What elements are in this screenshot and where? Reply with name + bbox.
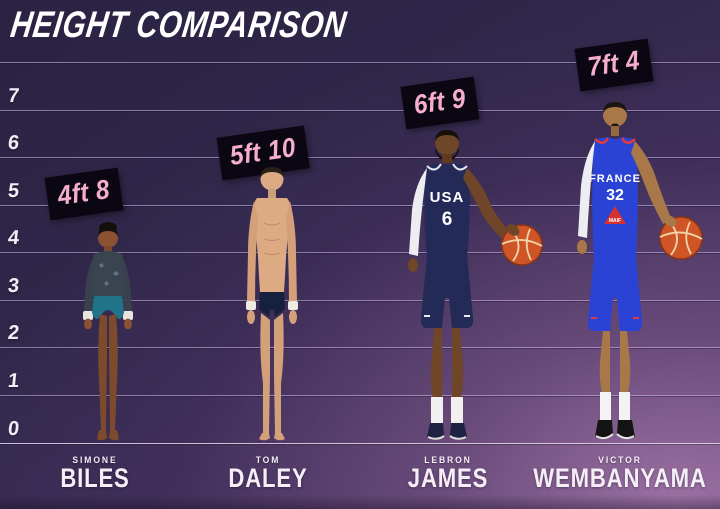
athlete-last-name: DALEY [228, 463, 308, 493]
arm-sleeve [578, 141, 595, 238]
maif-logo [604, 206, 626, 224]
athlete-figure-lebron-james: USA 6 [408, 130, 543, 440]
gridline-2ft [0, 347, 720, 348]
axis-tick-0: 0 [6, 418, 21, 440]
athlete-figure-victor-wembanyama: FRANCE 32 MAIF [577, 102, 703, 440]
height-badge-biles: 4ft 8 [44, 167, 124, 221]
gridline-1ft [0, 395, 720, 396]
gridline-6ft [0, 157, 720, 158]
athlete-figure-tom-daley [246, 167, 298, 441]
axis-tick-5: 5 [6, 180, 21, 202]
arm-sleeve [409, 168, 427, 256]
athlete-figure-simone-biles [83, 222, 133, 441]
gridline-0ft-baseline [0, 443, 720, 444]
axis-tick-7: 7 [6, 85, 21, 107]
axis-tick-6: 6 [6, 132, 21, 154]
name-label-victor-wembanyama: VICTOR WEMBANYAMA [514, 455, 720, 492]
athlete-first-name: SIMONE [72, 455, 118, 465]
jersey-team-text-france: FRANCE [589, 173, 641, 185]
height-badge-wembanyama: 7ft 4 [574, 38, 654, 92]
name-label-tom-daley: TOM DALEY [220, 455, 317, 492]
leotard-sparkle [99, 263, 119, 286]
axis-tick-2: 2 [6, 322, 21, 344]
page-title: HEIGHT COMPARISON [8, 4, 350, 45]
gridline-7ft [0, 110, 720, 111]
athlete-first-name: VICTOR [598, 455, 642, 465]
france-jersey [592, 137, 638, 259]
axis-tick-3: 3 [6, 275, 21, 297]
athlete-last-name: WEMBANYAMA [533, 463, 707, 493]
usa-jersey [424, 163, 470, 256]
gridline-4ft [0, 252, 720, 253]
gridline-5ft [0, 205, 720, 206]
name-label-simone-biles: SIMONE BILES [53, 455, 138, 492]
gridline-8ft [0, 62, 720, 63]
jersey-number-text-6: 6 [442, 209, 453, 230]
jersey-sponsor-text: MAIF [609, 218, 621, 224]
jersey-team-text-usa: USA [430, 189, 465, 206]
athlete-first-name: LEBRON [424, 455, 472, 465]
athlete-last-name: JAMES [407, 463, 489, 493]
athlete-first-name: TOM [255, 455, 281, 465]
axis-tick-4: 4 [6, 227, 21, 249]
axis-tick-1: 1 [6, 370, 21, 392]
athlete-last-name: BILES [60, 463, 130, 493]
gridline-3ft [0, 300, 720, 301]
name-label-lebron-james: LEBRON JAMES [399, 455, 497, 492]
jersey-number-text-32: 32 [606, 187, 624, 204]
